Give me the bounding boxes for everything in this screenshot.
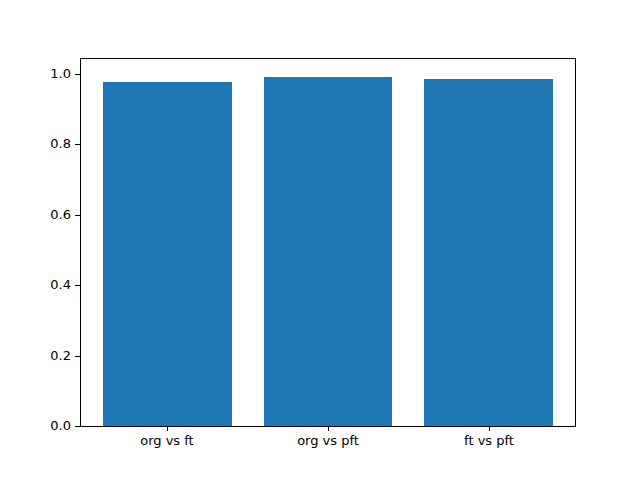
y-tick-label-0.0: 0.0 bbox=[0, 418, 71, 434]
y-tick-mark-0.4 bbox=[75, 285, 80, 286]
figure-canvas: 0.0 0.2 0.4 0.6 0.8 1.0 org vs ft org vs pft ft… bbox=[0, 0, 640, 480]
x-tick-label-org-vs-ft: org vs ft bbox=[107, 433, 227, 449]
x-tick-label-org-vs-pft: org vs pft bbox=[268, 433, 388, 449]
y-tick-label-0.8: 0.8 bbox=[0, 136, 71, 152]
x-tick-label-ft-vs-pft: ft vs pft bbox=[429, 433, 549, 449]
plot-area bbox=[80, 58, 576, 427]
y-tick-label-0.2: 0.2 bbox=[0, 348, 71, 364]
x-tick-mark-ft-vs-pft bbox=[489, 427, 490, 431]
x-tick-mark-org-vs-pft bbox=[328, 427, 329, 431]
bar-org-vs-pft bbox=[264, 77, 392, 426]
y-tick-label-0.6: 0.6 bbox=[0, 207, 71, 223]
bar-org-vs-ft bbox=[103, 82, 231, 426]
y-tick-label-1.0: 1.0 bbox=[0, 66, 71, 82]
y-tick-label-0.4: 0.4 bbox=[0, 277, 71, 293]
y-tick-mark-0.6 bbox=[75, 215, 80, 216]
y-tick-mark-1.0 bbox=[75, 74, 80, 75]
y-tick-mark-0.8 bbox=[75, 144, 80, 145]
y-tick-mark-0.0 bbox=[75, 426, 80, 427]
bar-ft-vs-pft bbox=[424, 79, 552, 426]
y-tick-mark-0.2 bbox=[75, 356, 80, 357]
x-tick-mark-org-vs-ft bbox=[167, 427, 168, 431]
